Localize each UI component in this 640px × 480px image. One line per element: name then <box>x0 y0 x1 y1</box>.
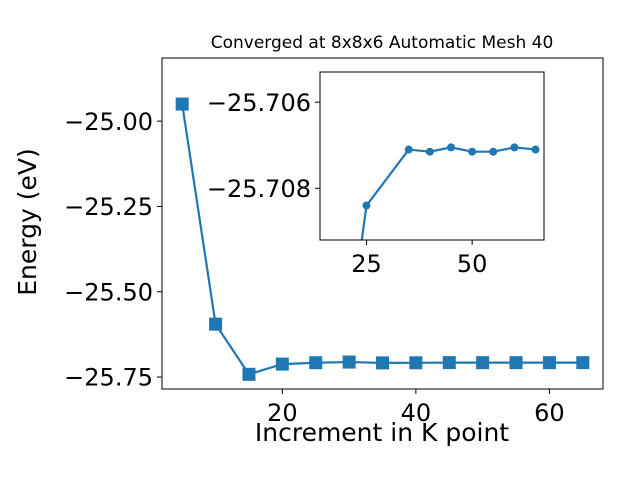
main-data-point <box>275 357 289 371</box>
inset-x-tick-label: 25 <box>351 250 382 278</box>
main-x-tick-label: 40 <box>401 399 432 427</box>
inset-x-tick-label: 50 <box>457 250 488 278</box>
inset-data-point <box>531 145 540 154</box>
y-axis-label: Energy (eV) <box>13 148 42 295</box>
main-data-point <box>242 367 256 381</box>
main-data-point <box>175 97 189 111</box>
main-data-point <box>342 355 356 369</box>
inset-y-tick-label: −25.706 <box>207 89 311 117</box>
inset-data-point <box>362 201 371 210</box>
main-x-tick-label: 60 <box>534 399 565 427</box>
inset-data-point <box>404 145 413 154</box>
inset-data-point <box>489 147 498 156</box>
main-data-point <box>209 317 223 331</box>
chart-title: Converged at 8x8x6 Automatic Mesh 40 <box>211 33 554 53</box>
inset-series <box>360 143 540 240</box>
inset-plot-frame <box>319 71 545 241</box>
inset-data-point <box>468 147 477 156</box>
main-data-point <box>409 356 423 370</box>
inset-data-point <box>510 143 519 152</box>
inset-plot: 25 50 −25.708 −25.706 <box>207 89 540 278</box>
inset-y-tick-label: −25.708 <box>207 175 311 203</box>
main-data-point <box>509 356 523 370</box>
main-y-tick-label: −25.00 <box>64 108 153 136</box>
inset-background <box>320 72 544 240</box>
main-data-point <box>542 356 556 370</box>
main-x-tick-label: 20 <box>267 399 298 427</box>
main-series <box>175 97 590 381</box>
inset-data-point <box>425 147 434 156</box>
main-y-tick-label: −25.25 <box>64 193 153 221</box>
main-data-point <box>376 356 389 370</box>
main-data-point <box>442 356 456 370</box>
inset-data-point <box>447 143 456 152</box>
main-data-point <box>309 356 323 370</box>
main-y-tick-label: −25.75 <box>64 364 153 392</box>
main-y-tick-label: −25.50 <box>64 278 153 306</box>
main-plot-frame <box>161 57 604 390</box>
x-axis-label: Increment in K point <box>255 418 509 447</box>
main-data-point <box>576 356 590 370</box>
main-data-point <box>476 356 490 370</box>
main-plot: 20 40 60 −25.00 −25.25 −25.50 −25.75 <box>64 97 590 427</box>
